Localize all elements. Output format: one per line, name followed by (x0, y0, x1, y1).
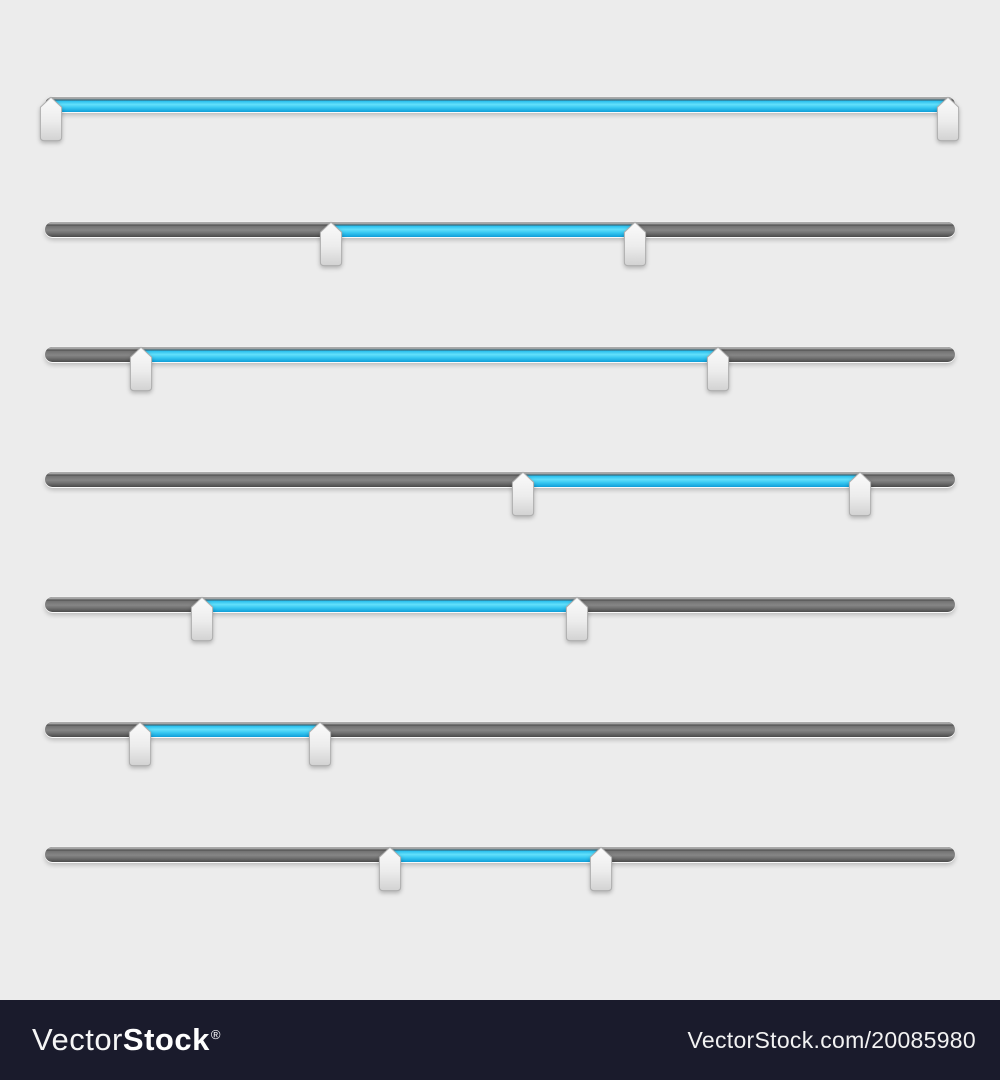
slider-track[interactable] (45, 597, 955, 612)
slider-handle-min[interactable] (39, 96, 63, 142)
slider-handle-min[interactable] (511, 471, 535, 517)
slider-handle-min[interactable] (378, 846, 402, 892)
slider-track[interactable] (45, 722, 955, 737)
slider-handle-min[interactable] (319, 221, 343, 267)
slider-handle-max[interactable] (565, 596, 589, 642)
slider-handle-min[interactable] (190, 596, 214, 642)
range-slider-1 (0, 96, 1000, 159)
slider-track[interactable] (45, 222, 955, 237)
attribution-url: VectorStock.com/20085980 (687, 1026, 976, 1053)
slider-handle-max[interactable] (308, 721, 332, 767)
range-slider-2 (0, 221, 1000, 284)
slider-handle-max[interactable] (623, 221, 647, 267)
slider-track[interactable] (45, 347, 955, 362)
slider-handle-max[interactable] (936, 96, 960, 142)
slider-handle-min[interactable] (128, 721, 152, 767)
range-slider-4 (0, 471, 1000, 534)
slider-fill (330, 222, 635, 237)
watermark-bar: VectorStock® VectorStock.com/20085980 (0, 1000, 1000, 1080)
slider-fill (140, 347, 719, 362)
slider-fill (139, 722, 320, 737)
slider-handle-max[interactable] (848, 471, 872, 517)
slider-fill (522, 472, 861, 487)
slider-handle-min[interactable] (129, 346, 153, 392)
slider-fill (51, 97, 948, 112)
slider-fill (389, 847, 601, 862)
slider-track[interactable] (45, 97, 955, 112)
slider-panel (0, 96, 1000, 909)
range-slider-5 (0, 596, 1000, 659)
brand-light-text: Vector (32, 1022, 123, 1057)
range-slider-7 (0, 846, 1000, 909)
slider-handle-max[interactable] (589, 846, 613, 892)
vectorstock-logo: VectorStock® (32, 1022, 221, 1058)
slider-handle-max[interactable] (706, 346, 730, 392)
range-slider-3 (0, 346, 1000, 409)
brand-bold-text: Stock (122, 1022, 210, 1057)
slider-track[interactable] (45, 472, 955, 487)
registered-mark: ® (210, 1026, 221, 1042)
slider-track[interactable] (45, 847, 955, 862)
range-slider-6 (0, 721, 1000, 784)
slider-fill (202, 597, 578, 612)
